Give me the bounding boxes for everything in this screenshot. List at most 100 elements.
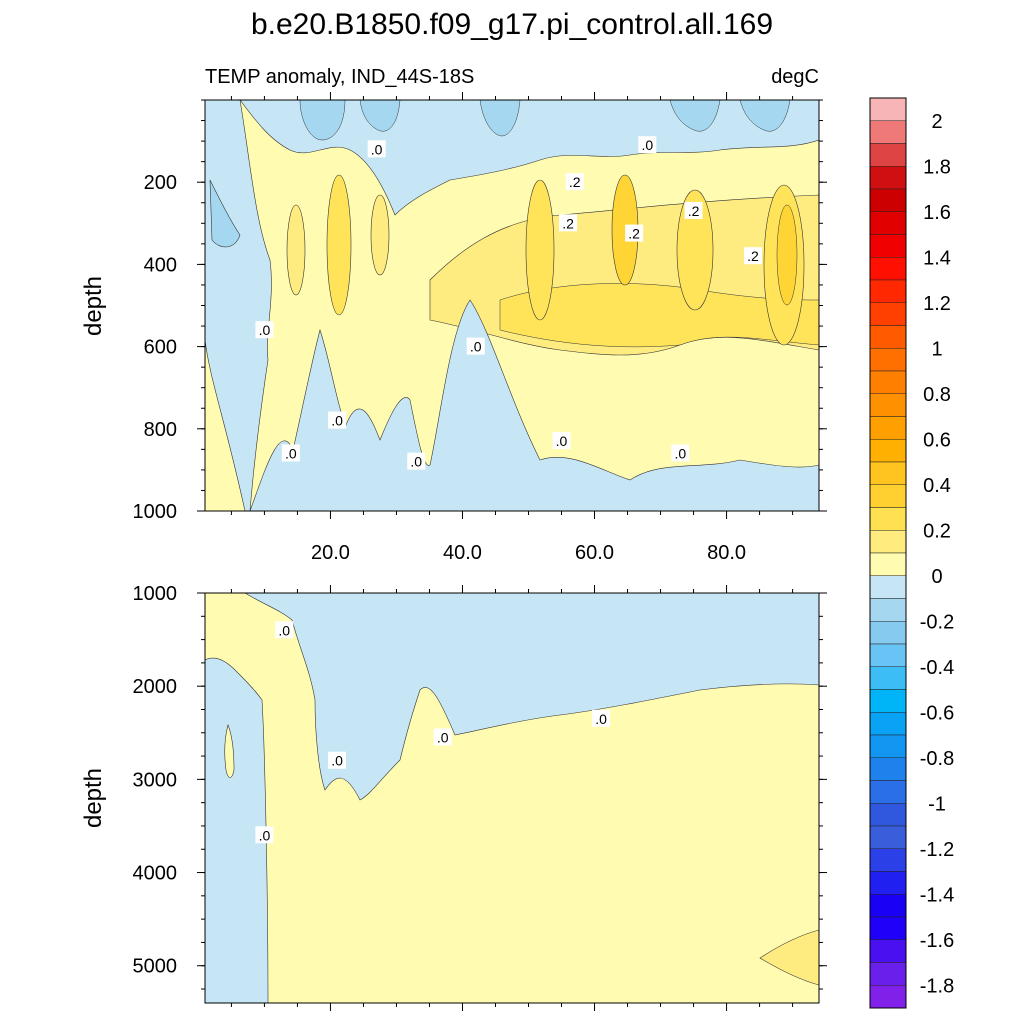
contour-label-box	[625, 224, 644, 242]
colorbar-swatch	[869, 120, 907, 144]
colorbar: 2 1.8 1.6 1.4 1.2 1 0.8 0.6 0.4 0.2 0 -0.2 -0.4 -0.6 -…	[869, 97, 954, 1024]
top-cool-cell	[669, 100, 721, 132]
top-warm-cell	[370, 194, 390, 276]
y-tick-label: 1000	[133, 501, 178, 523]
top-negative-bottom	[249, 299, 819, 511]
x-tick-label: 20.0	[311, 542, 350, 564]
top-panel-ticks: 200 400 600 800 1000 20.0 40.0 60.0 80.0	[133, 92, 827, 564]
colorbar-label: 1.8	[923, 156, 951, 178]
top-warm-cell	[525, 179, 555, 321]
colorbar-label: 0.2	[923, 520, 951, 542]
colorbar-label: -0.4	[920, 657, 954, 679]
contour-label: .0	[433, 728, 452, 746]
contour-label: .2	[559, 214, 578, 232]
contour-label: .0	[592, 709, 611, 727]
colorbar-swatch	[869, 734, 907, 758]
top-panel-fill	[205, 100, 819, 511]
colorbar-label: 0	[931, 566, 942, 588]
top-ylabel: depth	[80, 276, 107, 336]
colorbar-swatch	[869, 643, 907, 667]
colorbar-label: 0.4	[923, 475, 951, 497]
y-tick-label: 800	[144, 419, 177, 441]
colorbar-label: 1	[931, 338, 942, 360]
top-warm-cell-core	[776, 204, 798, 306]
colorbar-swatch	[869, 575, 907, 599]
colorbar-swatch	[869, 370, 907, 394]
contour-label-text: .0	[331, 413, 343, 429]
colorbar-label: -0.6	[920, 702, 954, 724]
colorbar-swatch	[869, 848, 907, 872]
contour-label-text: .2	[747, 248, 759, 264]
contour-label-box	[638, 136, 657, 154]
contour-label-text: .0	[470, 339, 482, 355]
contour-label-text: .0	[259, 322, 271, 338]
top-cool-cell	[299, 100, 346, 141]
bottom-panel-fill	[205, 593, 819, 1003]
colorbar-swatch	[869, 666, 907, 690]
bottom-zero-island	[224, 724, 235, 778]
contour-label: .0	[407, 452, 426, 470]
colorbar-label: -1.2	[920, 839, 954, 861]
contour-label-text: .2	[628, 226, 640, 242]
top-cool-cell	[209, 179, 241, 248]
bottom-ylabel: depth	[80, 768, 107, 828]
contour-label: .0	[638, 136, 657, 154]
colorbar-swatch	[869, 348, 907, 372]
x-tick-label: 60.0	[575, 542, 614, 564]
colorbar-swatch	[869, 143, 907, 167]
top-zero-wedge-left	[205, 280, 246, 511]
colorbar-swatch	[869, 166, 907, 190]
colorbar-swatch	[869, 325, 907, 349]
contour-label: .0	[255, 826, 274, 844]
bottom-panel-frame	[204, 592, 820, 1004]
contour-label-text: .0	[437, 729, 449, 745]
bottom-panel-ticks: 1000 2000 3000 4000 5000	[133, 583, 827, 1011]
contour-label-box	[433, 728, 452, 746]
colorbar-label: 0.8	[923, 384, 951, 406]
y-tick-label: 2000	[133, 676, 178, 698]
contour-label: .0	[281, 444, 300, 462]
colorbar-frame	[869, 97, 907, 1009]
contour-label-box	[466, 337, 485, 355]
contour-label: .0	[552, 432, 571, 450]
colorbar-swatch	[869, 916, 907, 940]
contour-label-text: .0	[595, 711, 607, 727]
bottom-warm-cell	[759, 929, 819, 986]
contour-label-box	[565, 173, 584, 191]
contour-label-text: .0	[410, 454, 422, 470]
colorbar-swatch	[869, 894, 907, 918]
colorbar-swatch	[869, 97, 907, 121]
colorbar-label: -1.6	[920, 930, 954, 952]
contour-label: .0	[671, 444, 690, 462]
colorbar-label: 1.4	[923, 247, 951, 269]
contour-label: .2	[743, 247, 762, 265]
contour-label-text: .0	[371, 141, 383, 157]
units-label: degC	[771, 66, 819, 88]
colorbar-swatch	[869, 780, 907, 804]
contour-label: .0	[466, 337, 485, 355]
colorbar-swatch	[869, 712, 907, 736]
contour-label: .0	[255, 321, 274, 339]
bottom-negative-upper	[244, 593, 819, 801]
contour-label-box	[559, 214, 578, 232]
colorbar-swatch	[869, 825, 907, 849]
contour-label-box	[255, 826, 274, 844]
contour-label-box	[275, 621, 294, 639]
colorbar-swatch	[869, 416, 907, 440]
x-tick-label: 80.0	[707, 542, 746, 564]
colorbar-swatch	[869, 871, 907, 895]
contour-label-box	[743, 247, 762, 265]
colorbar-swatch	[869, 598, 907, 622]
contour-label-box	[255, 321, 274, 339]
top-warm-cell	[676, 189, 714, 311]
contour-label-text: .0	[556, 433, 568, 449]
contour-label-box	[407, 452, 426, 470]
contour-label-text: .0	[285, 445, 297, 461]
colorbar-swatch	[869, 962, 907, 986]
y-tick-label: 1000	[133, 583, 178, 605]
colorbar-swatch	[869, 439, 907, 463]
contour-label-box	[367, 140, 386, 158]
y-tick-label: 200	[144, 172, 177, 194]
